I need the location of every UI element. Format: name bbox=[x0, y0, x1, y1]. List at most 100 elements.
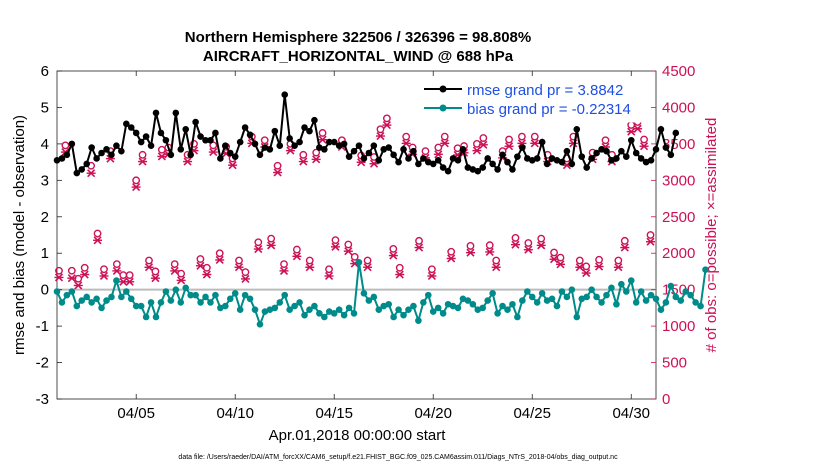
obs-possible-point bbox=[157, 145, 166, 154]
y-right-tick-label: 4500 bbox=[662, 63, 695, 80]
y-axis-right-label: # of obs: o=possible; ×=assimilated bbox=[703, 118, 720, 353]
bias-point bbox=[578, 295, 586, 303]
rmse-point bbox=[321, 146, 328, 153]
y-right-tick-label: 500 bbox=[662, 355, 687, 372]
rmse-point bbox=[454, 156, 462, 164]
obs-possible-point bbox=[382, 114, 391, 123]
obs-assimilated-point bbox=[99, 271, 109, 281]
rmse-point bbox=[469, 166, 477, 173]
obs-possible-point bbox=[376, 125, 385, 134]
obs-assimilated-point bbox=[208, 148, 218, 157]
obs-possible-point bbox=[138, 150, 147, 159]
obs-possible-point bbox=[209, 141, 218, 150]
bias-point bbox=[78, 297, 86, 304]
bias-point bbox=[53, 288, 61, 295]
bias-point bbox=[509, 300, 516, 308]
bias-point bbox=[286, 306, 293, 314]
bias-point bbox=[479, 304, 487, 312]
bias-point bbox=[494, 310, 501, 317]
bias-point bbox=[504, 306, 511, 314]
bias-point bbox=[142, 313, 150, 321]
obs-assimilated-point bbox=[125, 277, 135, 286]
rmse-point bbox=[88, 144, 95, 151]
obs-assimilated-point bbox=[536, 241, 546, 250]
legend-bias-marker bbox=[439, 104, 447, 112]
rmse-point bbox=[157, 129, 165, 137]
rmse-point bbox=[58, 155, 66, 162]
x-axis-label: Apr.01,2018 00:00:00 start bbox=[269, 427, 447, 444]
rmse-point bbox=[528, 156, 536, 164]
rmse-point bbox=[212, 129, 219, 137]
rmse-point bbox=[380, 146, 388, 153]
rmse-point bbox=[603, 147, 610, 155]
bias-point bbox=[202, 293, 209, 301]
obs-possible-point bbox=[151, 267, 160, 276]
rmse-point bbox=[306, 127, 313, 135]
legend-rmse-label: rmse grand pr = 3.8842 bbox=[467, 82, 623, 99]
bias-point bbox=[271, 304, 279, 312]
obs-possible-point bbox=[402, 132, 411, 141]
rmse-point bbox=[113, 142, 120, 150]
bias-point bbox=[697, 302, 704, 310]
bias-point bbox=[63, 291, 71, 299]
bias-point bbox=[484, 297, 491, 304]
rmse-point bbox=[583, 164, 590, 171]
bias-point bbox=[296, 299, 303, 306]
bias-point bbox=[543, 297, 551, 304]
obs-assimilated-point bbox=[395, 270, 405, 279]
obs-assimilated-point bbox=[273, 168, 283, 177]
rmse-point bbox=[123, 120, 130, 128]
bias-point bbox=[340, 311, 348, 319]
obs-assimilated-point bbox=[401, 139, 411, 148]
bias-point bbox=[523, 288, 531, 295]
rmse-point bbox=[207, 136, 214, 144]
obs-assimilated-point bbox=[73, 281, 83, 290]
bias-point bbox=[642, 297, 650, 304]
obs-assimilated-point bbox=[472, 146, 482, 155]
bias-point bbox=[152, 313, 160, 321]
obs-possible-point bbox=[61, 141, 70, 150]
bias-point bbox=[281, 291, 289, 299]
bias-point bbox=[276, 299, 284, 306]
bias-point bbox=[538, 290, 546, 297]
bias-point bbox=[345, 304, 353, 312]
obs-possible-point bbox=[595, 255, 603, 264]
obs-possible-point bbox=[93, 229, 102, 238]
rmse-point bbox=[439, 164, 447, 171]
obs-assimilated-point bbox=[646, 237, 656, 246]
obs-possible-point bbox=[312, 148, 321, 157]
obs-possible-point bbox=[575, 256, 584, 265]
obs-assimilated-point bbox=[510, 240, 520, 249]
obs-possible-point bbox=[440, 132, 449, 141]
bias-point bbox=[98, 304, 105, 312]
bias-point bbox=[93, 295, 100, 303]
obs-possible-point bbox=[582, 262, 591, 271]
rmse-point bbox=[424, 158, 432, 166]
rmse-point bbox=[573, 126, 581, 133]
bias-point bbox=[167, 297, 175, 304]
rmse-point bbox=[415, 160, 422, 168]
rmse-point bbox=[474, 167, 482, 175]
legend-bias-label: bias grand pr = -0.22314 bbox=[467, 101, 631, 118]
obs-possible-point bbox=[215, 249, 224, 258]
rmse-point bbox=[236, 138, 244, 146]
obs-assimilated-point bbox=[67, 274, 77, 283]
rmse-point bbox=[325, 138, 333, 146]
obs-possible-point bbox=[305, 256, 314, 265]
bias-point bbox=[217, 304, 224, 312]
bias-point bbox=[365, 297, 373, 304]
obs-assimilated-point bbox=[330, 242, 340, 251]
rmse-point bbox=[78, 166, 86, 173]
y-left-tick-label: 2 bbox=[41, 209, 49, 226]
obs-possible-point bbox=[125, 271, 134, 279]
obs-assimilated-point bbox=[324, 271, 334, 281]
y-left-tick-label: 6 bbox=[41, 63, 49, 80]
obs-possible-point bbox=[80, 263, 89, 272]
rmse-point bbox=[509, 166, 516, 173]
rmse-point bbox=[578, 153, 586, 160]
bias-point bbox=[222, 302, 229, 310]
obs-possible-point bbox=[55, 266, 63, 275]
bias-point bbox=[667, 282, 675, 290]
rmse-point bbox=[533, 155, 541, 162]
obs-assimilated-point bbox=[150, 274, 160, 283]
